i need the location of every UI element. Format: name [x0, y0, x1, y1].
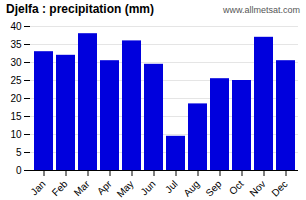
svg-text:Dec: Dec — [269, 178, 289, 198]
svg-text:20: 20 — [10, 93, 22, 104]
svg-text:Mar: Mar — [72, 178, 92, 198]
svg-text:Nov: Nov — [247, 178, 267, 198]
svg-text:Aug: Aug — [181, 178, 201, 198]
svg-text:Sep: Sep — [203, 178, 224, 199]
svg-text:May: May — [115, 178, 136, 199]
svg-text:10: 10 — [10, 129, 22, 140]
svg-text:5: 5 — [16, 147, 22, 158]
html-text:www.allmetsat.com: www.allmetsat.com — [223, 5, 300, 15]
svg-text:15: 15 — [10, 111, 22, 122]
html-text:Djelfa : precipitation (mm): Djelfa : precipitation (mm) — [6, 2, 154, 16]
svg-text:Jan: Jan — [28, 178, 47, 197]
svg-text:0: 0 — [16, 165, 22, 176]
svg-text:25: 25 — [10, 75, 22, 86]
svg-text:Oct: Oct — [227, 178, 246, 197]
svg-text:Apr: Apr — [95, 178, 114, 197]
svg-text:40: 40 — [10, 21, 22, 32]
svg-text:35: 35 — [10, 39, 22, 50]
svg-text:30: 30 — [10, 57, 22, 68]
svg-text:Jun: Jun — [138, 178, 157, 197]
svg-text:Jul: Jul — [163, 178, 180, 195]
svg-text:Feb: Feb — [50, 178, 70, 198]
